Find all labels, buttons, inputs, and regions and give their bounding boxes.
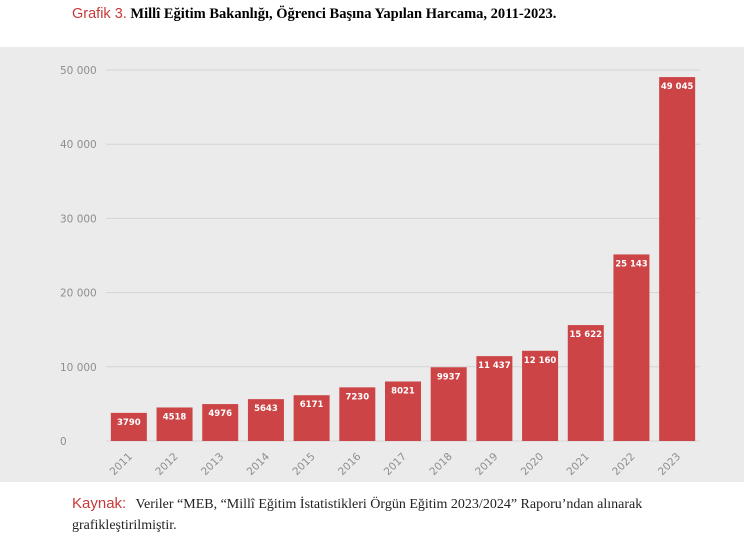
bar — [293, 395, 330, 441]
source-note: Kaynak: Veriler “MEB, “Millî Eğitim İsta… — [72, 493, 732, 536]
x-tick-label: 2011 — [108, 451, 135, 478]
source-text: Veriler “MEB, “Millî Eğitim İstatistikle… — [72, 497, 643, 533]
data-label: 25 143 — [615, 259, 648, 269]
bar — [202, 404, 239, 441]
figure-caption: Grafik 3. Millî Eğitim Bakanlığı, Öğrenc… — [72, 6, 732, 23]
data-label: 5643 — [254, 404, 278, 414]
bar — [659, 77, 696, 442]
caption-title: Millî Eğitim Bakanlığı, Öğrenci Başına Y… — [130, 6, 557, 22]
x-tick-label: 2022 — [610, 451, 637, 478]
y-tick-label: 20 000 — [60, 288, 97, 300]
data-label: 3790 — [117, 418, 141, 428]
bar — [567, 325, 604, 441]
x-tick-label: 2016 — [336, 450, 364, 478]
y-tick-label: 10 000 — [60, 362, 97, 374]
data-label: 9937 — [437, 372, 461, 382]
x-tick-label: 2013 — [199, 451, 226, 478]
data-label: 7230 — [345, 392, 369, 402]
y-tick-label: 30 000 — [60, 213, 97, 225]
x-tick-label: 2014 — [245, 450, 273, 478]
x-tick-label: 2020 — [519, 451, 546, 478]
bar-chart: 0 10 000 20 000 30 000 40 000 50 000 3790 2011 4… — [60, 65, 700, 478]
y-tick-label: 40 000 — [60, 139, 97, 151]
x-tick-label: 2015 — [290, 451, 317, 478]
x-tick-label: 2023 — [656, 451, 683, 478]
data-label: 8021 — [391, 386, 415, 396]
bar — [476, 356, 513, 441]
data-label: 49 045 — [661, 82, 694, 92]
source-label: Kaynak: — [72, 495, 127, 512]
x-tick-label: 2019 — [473, 451, 500, 478]
data-label: 4976 — [208, 409, 232, 419]
data-label: 11 437 — [478, 361, 511, 371]
bar — [522, 350, 559, 441]
bar — [613, 254, 650, 441]
y-tick-label: 50 000 — [60, 65, 97, 77]
bar — [156, 407, 193, 441]
data-label: 4518 — [163, 412, 187, 422]
bar — [430, 367, 467, 441]
bar — [247, 399, 284, 441]
bar — [110, 412, 147, 441]
y-tick-label: 0 — [60, 436, 67, 448]
x-tick-label: 2017 — [382, 451, 409, 478]
x-tick-label: 2018 — [427, 451, 454, 478]
data-label: 12 160 — [524, 356, 557, 366]
data-label: 15 622 — [570, 330, 603, 340]
bar — [385, 381, 421, 441]
x-tick-label: 2012 — [153, 451, 180, 478]
data-label: 6171 — [300, 400, 324, 410]
x-tick-label: 2021 — [565, 451, 592, 478]
caption-label: Grafik 3. — [72, 6, 127, 22]
chart-panel: 0 10 000 20 000 30 000 40 000 50 000 3790 2011 4… — [0, 47, 744, 482]
bar — [339, 387, 376, 441]
